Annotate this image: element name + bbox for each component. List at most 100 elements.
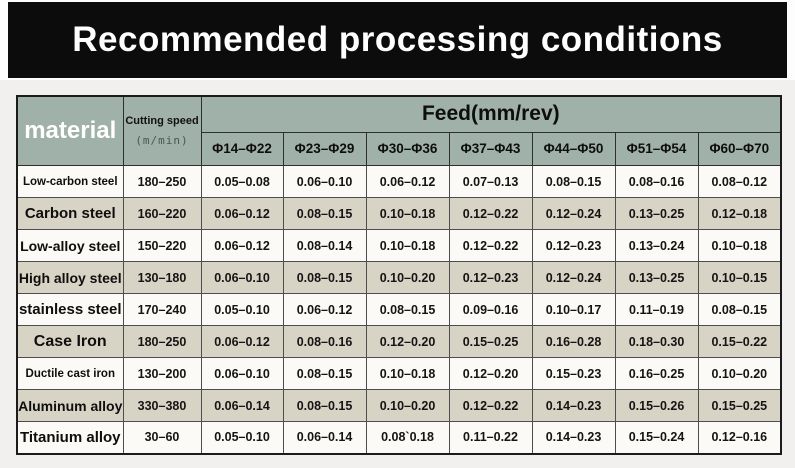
table-row: stainless steel 170–240 0.05–0.10 0.06–0.12… <box>16 293 782 326</box>
page-title: Recommended processing conditions <box>72 20 723 59</box>
table-row: Case Iron 180–250 0.06–0.12 0.08–0.16 0.12–0… <box>16 325 782 358</box>
cutting-speed-cell: 150–220 <box>122 229 202 262</box>
feed-cell: 0.10–0.18 <box>365 229 450 262</box>
feed-cell: 0.08–0.15 <box>282 261 367 294</box>
feed-cell: 0.13–0.25 <box>614 197 699 230</box>
feed-cell: 0.06–0.10 <box>200 261 284 294</box>
feed-cell: 0.06–0.10 <box>282 165 367 198</box>
table-row: Carbon steel 160–220 0.06–0.12 0.08–0.15 0.1… <box>16 197 782 230</box>
feed-cell: 0.06–0.14 <box>282 421 367 454</box>
diameter-column-header: Φ14–Φ22 <box>200 131 284 167</box>
feed-cell: 0.06–0.12 <box>365 165 450 198</box>
table-row: Titanium alloy 30–60 0.05–0.10 0.06–0.14 0.0… <box>16 421 782 454</box>
feed-cell: 0.14–0.23 <box>531 389 616 422</box>
material-cell: High alloy steel <box>16 261 124 294</box>
feed-cell: 0.12–0.23 <box>448 261 533 294</box>
cutting-speed-label: Cutting speed <box>125 115 199 127</box>
table-header: material Cutting speed (m/min) Feed(mm/r… <box>16 95 782 167</box>
feed-cell: 0.16–0.25 <box>614 357 699 390</box>
feed-cell: 0.06–0.12 <box>200 197 284 230</box>
table-row: High alloy steel 130–180 0.06–0.10 0.08–0.1… <box>16 261 782 294</box>
feed-cell: 0.08–0.15 <box>531 165 616 198</box>
feed-cell: 0.12–0.23 <box>531 229 616 262</box>
feed-cell: 0.12–0.22 <box>448 229 533 262</box>
feed-cell: 0.08–0.15 <box>282 197 367 230</box>
feed-cell: 0.10–0.18 <box>365 357 450 390</box>
feed-cell: 0.13–0.25 <box>614 261 699 294</box>
feed-cell: 0.16–0.28 <box>531 325 616 358</box>
material-cell: Carbon steel <box>16 197 124 230</box>
feed-cell: 0.08`0.18 <box>365 421 450 454</box>
feed-cell: 0.12–0.16 <box>697 421 782 454</box>
table-row: Ductile cast iron 130–200 0.06–0.10 0.08–0.… <box>16 357 782 390</box>
feed-cell: 0.15–0.25 <box>448 325 533 358</box>
feed-cell: 0.10–0.20 <box>365 261 450 294</box>
feed-cell: 0.15–0.25 <box>697 389 782 422</box>
feed-cell: 0.12–0.24 <box>531 261 616 294</box>
material-cell: Low-alloy steel <box>16 229 124 262</box>
diameter-column-header: Φ23–Φ29 <box>282 131 367 167</box>
cutting-speed-unit: (m/min) <box>135 134 189 147</box>
feed-cell: 0.06–0.12 <box>200 229 284 262</box>
feed-cell: 0.10–0.18 <box>365 197 450 230</box>
feed-cell: 0.15–0.26 <box>614 389 699 422</box>
feed-cell: 0.08–0.12 <box>697 165 782 198</box>
feed-cell: 0.15–0.22 <box>697 325 782 358</box>
title-banner: Recommended processing conditions <box>8 2 787 78</box>
feed-group-header: Feed(mm/rev) <box>200 95 782 133</box>
feed-cell: 0.12–0.22 <box>448 389 533 422</box>
material-cell: stainless steel <box>16 293 124 326</box>
feed-cell: 0.09–0.16 <box>448 293 533 326</box>
cutting-speed-cell: 180–250 <box>122 165 202 198</box>
feed-cell: 0.08–0.15 <box>697 293 782 326</box>
feed-cell: 0.15–0.23 <box>531 357 616 390</box>
feed-cell: 0.10–0.20 <box>697 357 782 390</box>
diameter-column-header: Φ60–Φ70 <box>697 131 782 167</box>
material-column-header: material <box>16 95 124 166</box>
table-container: material Cutting speed (m/min) Feed(mm/r… <box>16 95 783 455</box>
feed-cell: 0.12–0.20 <box>448 357 533 390</box>
feed-cell: 0.13–0.24 <box>614 229 699 262</box>
feed-cell: 0.05–0.08 <box>200 165 284 198</box>
material-cell: Low-carbon steel <box>16 165 124 198</box>
cutting-speed-cell: 170–240 <box>122 293 202 326</box>
cutting-speed-column-header: Cutting speed (m/min) <box>122 95 202 166</box>
cutting-speed-cell: 30–60 <box>122 421 202 454</box>
feed-cell: 0.12–0.22 <box>448 197 533 230</box>
feed-cell: 0.06–0.10 <box>200 357 284 390</box>
feed-cell: 0.10–0.18 <box>697 229 782 262</box>
material-cell: Ductile cast iron <box>16 357 124 390</box>
cutting-speed-cell: 180–250 <box>122 325 202 358</box>
feed-cell: 0.12–0.20 <box>365 325 450 358</box>
material-cell: Aluminum alloy <box>16 389 124 422</box>
feed-cell: 0.08–0.16 <box>282 325 367 358</box>
feed-cell: 0.06–0.12 <box>282 293 367 326</box>
feed-cell: 0.05–0.10 <box>200 421 284 454</box>
feed-cell: 0.08–0.15 <box>282 389 367 422</box>
feed-cell: 0.10–0.17 <box>531 293 616 326</box>
table-body: Low-carbon steel 180–250 0.05–0.08 0.06–0.1… <box>16 165 782 454</box>
feed-cell: 0.06–0.12 <box>200 325 284 358</box>
cutting-speed-cell: 330–380 <box>122 389 202 422</box>
table-row: Low-alloy steel 150–220 0.06–0.12 0.08–0.14… <box>16 229 782 262</box>
table-row: Aluminum alloy 330–380 0.06–0.14 0.08–0.15 0… <box>16 389 782 422</box>
diameter-column-header: Φ37–Φ43 <box>448 131 533 167</box>
feed-cell: 0.10–0.15 <box>697 261 782 294</box>
processing-conditions-table: material Cutting speed (m/min) Feed(mm/r… <box>16 95 783 455</box>
feed-cell: 0.07–0.13 <box>448 165 533 198</box>
cutting-speed-cell: 160–220 <box>122 197 202 230</box>
feed-cell: 0.11–0.22 <box>448 421 533 454</box>
table-row: Low-carbon steel 180–250 0.05–0.08 0.06–0.1… <box>16 165 782 198</box>
feed-cell: 0.12–0.18 <box>697 197 782 230</box>
diameter-column-header: Φ30–Φ36 <box>365 131 450 167</box>
feed-cell: 0.18–0.30 <box>614 325 699 358</box>
feed-cell: 0.05–0.10 <box>200 293 284 326</box>
feed-cell: 0.08–0.15 <box>282 357 367 390</box>
diameter-column-header: Φ44–Φ50 <box>531 131 616 167</box>
feed-cell: 0.08–0.16 <box>614 165 699 198</box>
feed-cell: 0.11–0.19 <box>614 293 699 326</box>
diameter-header-row: Φ14–Φ22 Φ23–Φ29 Φ30–Φ36 Φ37–Φ43 Φ44–Φ50 Φ51–Φ… <box>17 131 782 167</box>
material-cell: Titanium alloy <box>16 421 124 454</box>
feed-cell: 0.08–0.15 <box>365 293 450 326</box>
